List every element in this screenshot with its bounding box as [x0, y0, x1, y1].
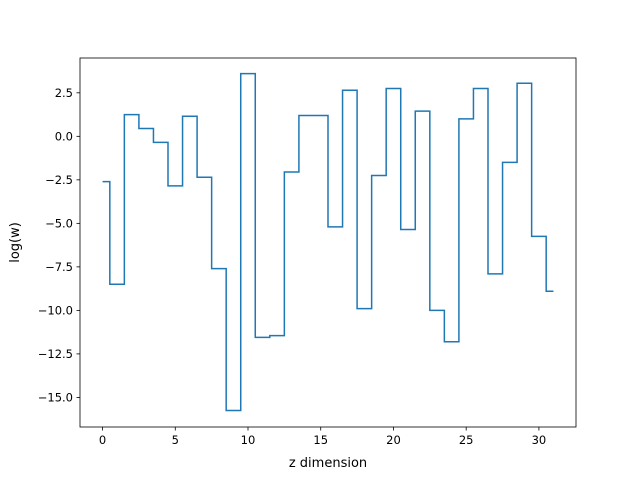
y-tick-label: −15.0 [38, 390, 73, 404]
x-tick-label: 10 [241, 433, 256, 447]
x-tick-label: 25 [459, 433, 474, 447]
axes-frame [79, 57, 577, 428]
x-tick-label: 15 [313, 433, 328, 447]
y-tick-label: −7.5 [45, 260, 73, 274]
x-tick-label: 30 [532, 433, 547, 447]
y-axis: 2.5 0.0 −2.5 −5.0 −7.5 −10.0 −12.5 −15.0 [38, 86, 80, 404]
y-tick-label: 0.0 [55, 129, 73, 143]
y-axis-label: log(w) [8, 222, 23, 263]
x-axis: 0 5 10 15 20 25 30 [99, 427, 546, 447]
x-axis-label: z dimension [289, 456, 367, 471]
y-tick-label: −2.5 [45, 173, 73, 187]
series-line [102, 72, 554, 412]
x-tick-label: 20 [386, 433, 401, 447]
x-tick-label: 5 [172, 433, 179, 447]
y-tick-label: 2.5 [55, 86, 73, 100]
x-tick-label: 0 [99, 433, 106, 447]
y-tick-label: −12.5 [38, 347, 73, 361]
plot-area [102, 72, 554, 412]
y-tick-label: −5.0 [45, 216, 73, 230]
y-tick-label: −10.0 [38, 303, 73, 317]
